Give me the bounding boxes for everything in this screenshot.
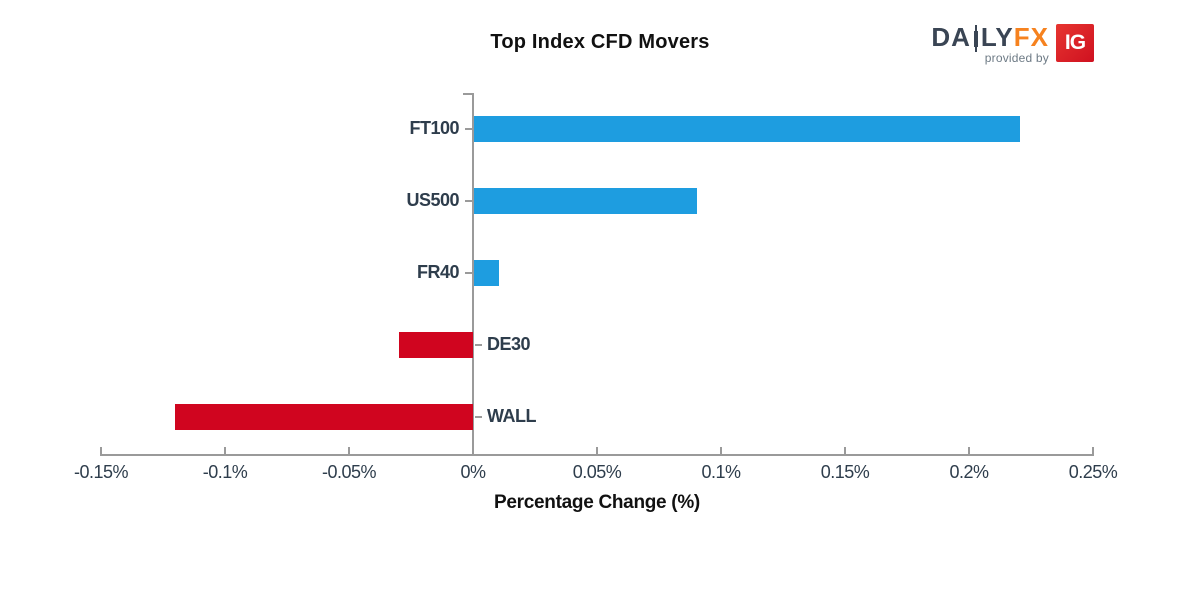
bar-wall [175,404,473,430]
category-tick [475,344,482,346]
bar-de30 [398,332,473,358]
x-axis-tick [224,447,226,454]
zero-axis-top-cap [463,93,473,95]
x-tick-label: 0.25% [1068,462,1118,482]
category-label-de30: DE30 [487,334,531,354]
x-tick-label: 0% [460,462,486,482]
logo-daily-left: DA [931,22,971,52]
x-axis-tick [100,447,102,454]
category-tick [465,272,472,274]
bar-us500 [474,188,698,214]
x-tick-label: 0.1% [701,462,741,482]
category-label-wall: WALL [487,406,537,426]
x-tick-label: -0.1% [202,462,248,482]
x-tick-label: 0.2% [949,462,989,482]
x-axis-tick [348,447,350,454]
x-tick-label: -0.15% [73,462,129,482]
category-label-fr40: FR40 [416,262,460,282]
candlestick-icon [973,25,978,52]
category-label-us500: US500 [406,190,459,210]
x-axis-line [100,454,1094,456]
x-axis-tick [596,447,598,454]
x-axis-tick [844,447,846,454]
bar-fr40 [474,260,499,286]
chart-title: Top Index CFD Movers [490,31,710,53]
logo-provided-by: provided by [984,51,1049,65]
x-axis-tick [720,447,722,454]
ig-logo-badge: IG [1056,24,1094,62]
logo-text-column: DA LYFX provided by [931,24,1049,65]
x-tick-label: -0.05% [321,462,377,482]
x-axis-title: Percentage Change (%) [494,492,700,513]
bar-ft100 [474,116,1020,142]
dailyfx-logo: DA LYFX provided by IG [931,24,1094,65]
category-tick [465,200,472,202]
category-tick [475,416,482,418]
x-axis-tick [1092,447,1094,454]
logo-fx-text: FX [1013,22,1049,52]
zero-axis-line [472,93,474,456]
x-axis-tick [968,447,970,454]
logo-wordmark: DA LYFX [931,22,1049,52]
x-tick-label: 0.15% [820,462,870,482]
category-label-ft100: FT100 [409,118,459,138]
x-tick-label: 0.05% [572,462,622,482]
category-tick [465,128,472,130]
logo-daily-right: LY [980,22,1014,52]
